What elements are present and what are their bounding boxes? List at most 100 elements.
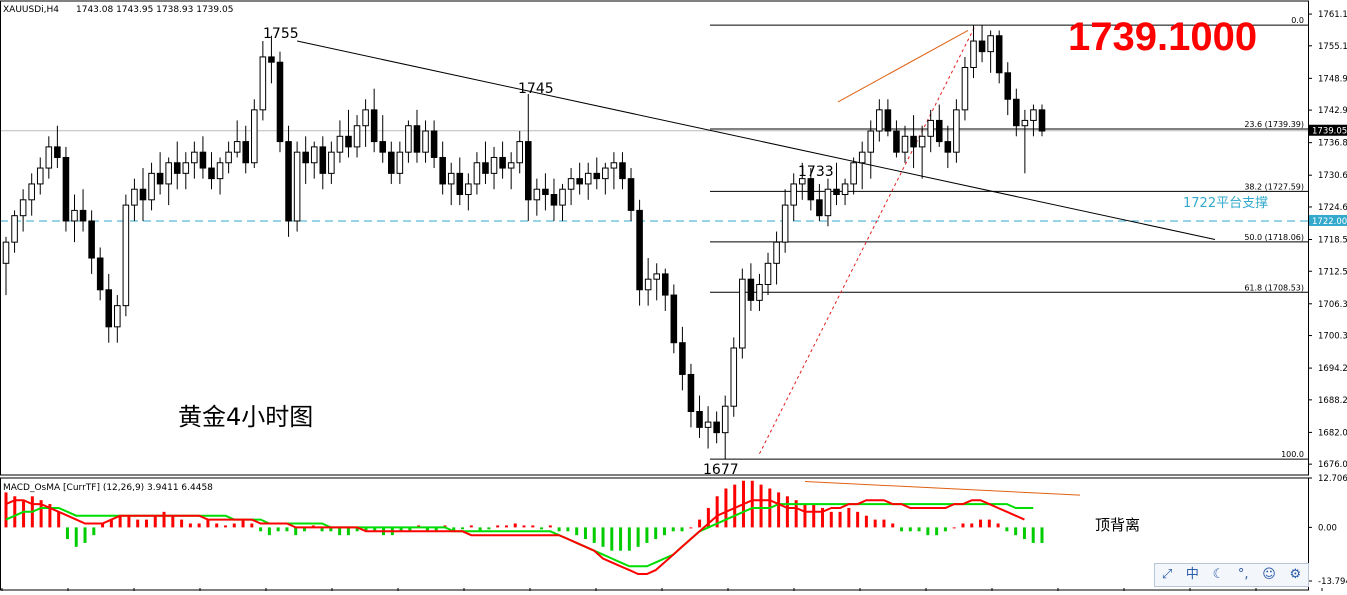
macd-bar [856,511,860,528]
big-price: 1739.1000 [1068,15,1257,59]
candle-body [182,162,190,174]
macd-bar [461,527,465,530]
candle-body [114,305,121,328]
candle-body [1004,72,1012,100]
macd-bar [548,525,552,528]
gear-icon[interactable]: ⚙ [1289,567,1302,582]
candle-body [122,204,130,307]
macd-bar [935,527,939,536]
candle-body [730,347,738,407]
candle-body [405,125,412,153]
macd-bar [223,525,227,528]
price-tick-label: 1736.80 [1318,139,1347,149]
candle-body [670,294,678,344]
candle-body [105,289,113,328]
candle-body [293,151,301,222]
candle-body [208,167,215,180]
candle-body [910,135,917,148]
macd-bar [197,523,201,528]
price-tick-label: 1694.20 [1318,364,1347,374]
macd-frame [0,477,1309,591]
divergence-label: 顶背离 [1095,516,1140,534]
macd-bar [408,527,412,532]
macd-bar [355,527,359,532]
candle-body [739,278,746,349]
candle-body [824,188,832,217]
candle-body [28,183,35,201]
macd-bar [680,527,684,532]
macd-bar [882,519,886,528]
macd-bar [267,527,271,536]
macd-bar [320,527,324,532]
moon-icon[interactable]: ☾ [1212,567,1225,582]
header-symbol: XAUUSDi,H4 [3,5,59,15]
price-annotation: 1755 [263,26,299,42]
candle-body [1038,109,1046,132]
divergence-line [804,481,1081,496]
macd-bar [57,511,61,528]
candle-body [499,156,506,169]
candle-body [533,188,541,201]
macd-bar [513,523,517,528]
candle-body [833,188,840,196]
macd-bar [399,527,403,532]
candle-body [447,172,455,185]
macd-bar [13,496,17,528]
candle-body [516,141,524,164]
macd-bar [232,523,236,528]
candle-body [901,135,909,153]
macd-bar [276,527,280,532]
candle-body [953,109,960,153]
macd-bar [961,523,965,528]
macd-bar [1040,527,1044,543]
macd-bar [215,523,219,528]
macd-bar [285,527,289,532]
candle-body [995,35,1003,74]
price-tick-label: 1700.35 [1318,332,1347,342]
price-tick-label: 1676.05 [1318,460,1347,470]
macd-bar [101,523,105,528]
macd-bar [162,511,166,528]
price-tick-label: 1706.35 [1318,300,1347,310]
macd-bar [188,523,192,528]
punctuation-icon[interactable]: °, [1237,567,1249,582]
candle-body [233,141,241,153]
macd-bar [452,527,456,532]
macd-bar [926,527,930,536]
candle-body [268,56,275,63]
candle-body [302,151,309,164]
candle-body [781,204,789,243]
candle-body [422,130,429,153]
candle-body [619,162,626,180]
candle-body [773,241,780,264]
macd-bar [654,527,658,540]
pointer-icon[interactable]: ⤢ [1161,567,1173,582]
chart-label: 黄金4小时图 [178,403,313,431]
macd-bar [425,527,429,532]
macd-bar [540,527,544,530]
macd-bar [144,519,148,528]
macd-bar [294,527,298,536]
macd-bar [583,527,587,540]
macd-bar [777,492,781,528]
candle-body [71,209,78,222]
macd-bar [610,527,614,551]
macd-bar [74,527,78,547]
candle-body [225,151,232,164]
candle-body [353,125,361,148]
macd-bar [812,504,816,528]
candle-body [798,178,806,185]
price-tick-label: 1755.10 [1318,42,1347,52]
candle-body [336,135,344,153]
user-icon[interactable]: ☺ [1262,567,1276,582]
chinese-mode-icon[interactable]: 中 [1185,567,1199,582]
header-ohlc: 1743.08 1743.95 1738.93 1739.05 [76,5,233,15]
ime-toolbar[interactable]: ⤢ 中 ☾ °, ☺ ⚙ [1154,563,1309,587]
macd-bar [109,519,113,528]
candle-body [550,194,558,206]
macd-bar [4,492,8,528]
candle-body [593,172,601,180]
macd-bar [724,488,728,528]
candle-body [602,167,609,180]
